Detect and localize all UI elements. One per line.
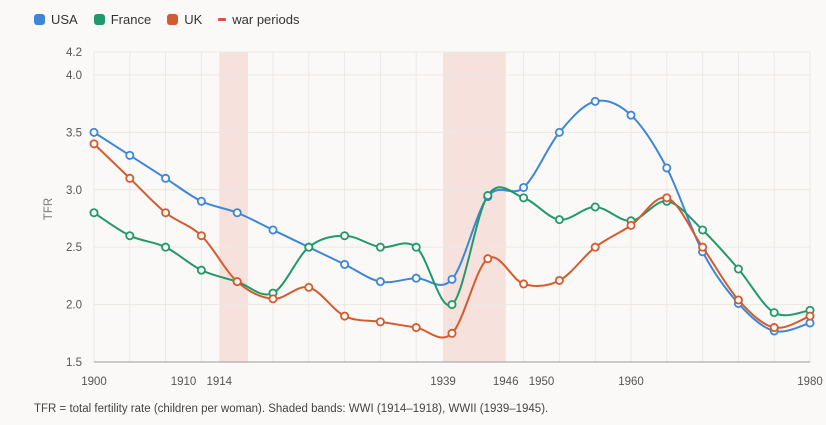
data-point-france — [304, 242, 314, 252]
data-point-usa — [161, 173, 171, 183]
data-point-uk — [411, 323, 421, 333]
data-point-usa — [196, 196, 206, 206]
data-point-france — [196, 265, 206, 275]
data-point-usa — [375, 277, 385, 287]
legend-item-france[interactable]: France — [93, 12, 152, 27]
legend-swatch-france — [93, 14, 105, 25]
data-point-france — [483, 191, 493, 201]
data-point-uk — [769, 323, 779, 333]
data-point-france — [375, 242, 385, 252]
data-point-france — [89, 208, 99, 218]
x-tick-label: 1946 — [493, 376, 519, 388]
series-line-uk — [93, 143, 811, 339]
data-point-uk — [196, 231, 206, 241]
data-point-france — [411, 242, 421, 252]
x-tick-label: 1900 — [81, 376, 107, 388]
legend-item-usa[interactable]: USA — [34, 12, 78, 27]
data-point-uk — [340, 311, 350, 321]
chart-caption: TFR = total fertility rate (children per… — [34, 403, 549, 415]
fertility-line-chart: 1.5 2.0 2.5 3.0 3.5 4.0 4.2 1900 1910 1914 1939 194… — [43, 47, 823, 388]
x-tick-label: 1960 — [618, 376, 644, 388]
data-point-france — [340, 231, 350, 241]
data-point-france — [698, 225, 708, 235]
data-point-usa — [232, 208, 242, 218]
data-point-uk — [805, 311, 815, 321]
data-point-uk — [161, 208, 171, 218]
data-point-france — [733, 264, 743, 274]
data-point-usa — [447, 274, 457, 284]
data-point-uk — [232, 277, 242, 287]
data-point-france — [590, 202, 600, 212]
y-tick-label: 3.0 — [66, 185, 82, 197]
y-tick-label: 2.5 — [66, 242, 82, 254]
y-tick-label: 4.2 — [66, 47, 82, 59]
data-point-usa — [590, 96, 600, 106]
legend-swatch-war-periods — [218, 18, 227, 21]
war-band-wwi — [219, 52, 248, 362]
data-point-uk — [483, 254, 493, 264]
data-point-usa — [125, 150, 135, 160]
data-point-france — [769, 308, 779, 318]
data-point-uk — [447, 328, 457, 338]
data-point-usa — [340, 259, 350, 269]
y-tick-label: 1.5 — [66, 357, 82, 369]
legend-item-uk[interactable]: UK — [167, 12, 202, 27]
legend-swatch-uk — [167, 14, 179, 25]
x-tick-label: 1939 — [430, 376, 456, 388]
data-point-usa — [268, 225, 278, 235]
data-point-france — [447, 300, 457, 310]
data-point-uk — [89, 139, 99, 149]
y-tick-label: 4.0 — [66, 70, 82, 82]
legend-label-war-periods: war periods — [232, 12, 300, 27]
legend-swatch-usa — [34, 14, 45, 25]
data-point-usa — [519, 182, 529, 192]
y-axis-label: TFR — [43, 198, 55, 220]
x-tick-label: 1950 — [529, 376, 555, 388]
series-line-usa — [93, 99, 811, 333]
data-point-uk — [125, 173, 135, 183]
legend-label-france: France — [110, 12, 152, 27]
data-point-uk — [554, 275, 564, 285]
data-point-uk — [733, 295, 743, 305]
data-point-usa — [662, 163, 672, 173]
data-point-france — [161, 242, 171, 252]
legend-label-uk: UK — [184, 12, 203, 27]
x-tick-label: 1914 — [207, 376, 233, 388]
legend-label-usa: USA — [51, 12, 78, 27]
series-uk — [89, 139, 815, 339]
data-point-uk — [626, 220, 636, 230]
y-tick-label: 2.0 — [66, 300, 82, 312]
data-point-uk — [519, 279, 529, 289]
x-tick-label: 1910 — [171, 376, 197, 388]
data-point-usa — [411, 273, 421, 283]
data-point-uk — [698, 242, 708, 252]
data-point-usa — [626, 110, 636, 120]
data-point-france — [519, 193, 529, 203]
data-point-france — [125, 231, 135, 241]
data-point-france — [554, 215, 564, 225]
data-point-uk — [590, 242, 600, 252]
chart-legend: USA France UK war periods — [34, 12, 299, 27]
data-point-uk — [375, 317, 385, 327]
data-point-uk — [268, 294, 278, 304]
x-tick-label: 1980 — [797, 376, 823, 388]
data-point-uk — [662, 193, 672, 203]
data-point-usa — [554, 127, 564, 137]
data-point-usa — [89, 127, 99, 137]
legend-item-war-periods[interactable]: war periods — [218, 12, 299, 27]
y-tick-label: 3.5 — [66, 127, 82, 139]
war-band-wwii — [443, 52, 506, 362]
data-point-uk — [304, 282, 314, 292]
